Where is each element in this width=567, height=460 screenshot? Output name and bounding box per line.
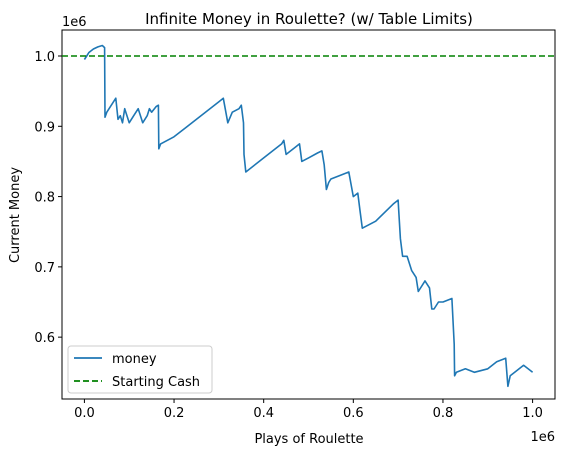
- y-tick-label: 0.9: [34, 120, 55, 135]
- series-line-money: [83, 44, 534, 388]
- y-offset-label: 1e6: [62, 15, 87, 30]
- x-tick-label: 0.0: [74, 406, 95, 421]
- y-tick-label: 0.6: [34, 331, 55, 346]
- x-tick-label: 1.0: [522, 406, 543, 421]
- plot-frame: [61, 29, 556, 400]
- chart-title: Infinite Money in Roulette? (w/ Table Li…: [145, 10, 473, 28]
- legend: money Starting Cash: [67, 345, 213, 394]
- plot-area: [61, 29, 556, 400]
- x-offset-label: 1e6: [530, 430, 555, 445]
- legend-money-label: money: [112, 352, 157, 367]
- x-tick-label: 0.8: [433, 406, 454, 421]
- x-axis-ticks: 0.0 0.2 0.4 0.6 0.8 1.0: [74, 399, 543, 421]
- x-tick-label: 0.6: [343, 406, 364, 421]
- x-tick-label: 0.4: [253, 406, 274, 421]
- legend-starting-cash-label: Starting Cash: [112, 375, 200, 390]
- y-tick-label: 0.8: [34, 191, 55, 206]
- series-layer: [62, 44, 555, 388]
- legend-box: [67, 345, 213, 394]
- y-tick-label: 0.7: [34, 261, 55, 276]
- x-tick-label: 0.2: [164, 406, 185, 421]
- y-axis-label: Current Money: [8, 167, 23, 263]
- y-axis-ticks: 0.6 0.7 0.8 0.9 1.0: [34, 50, 62, 346]
- x-axis-label: Plays of Roulette: [254, 432, 363, 447]
- y-tick-label: 1.0: [34, 50, 55, 65]
